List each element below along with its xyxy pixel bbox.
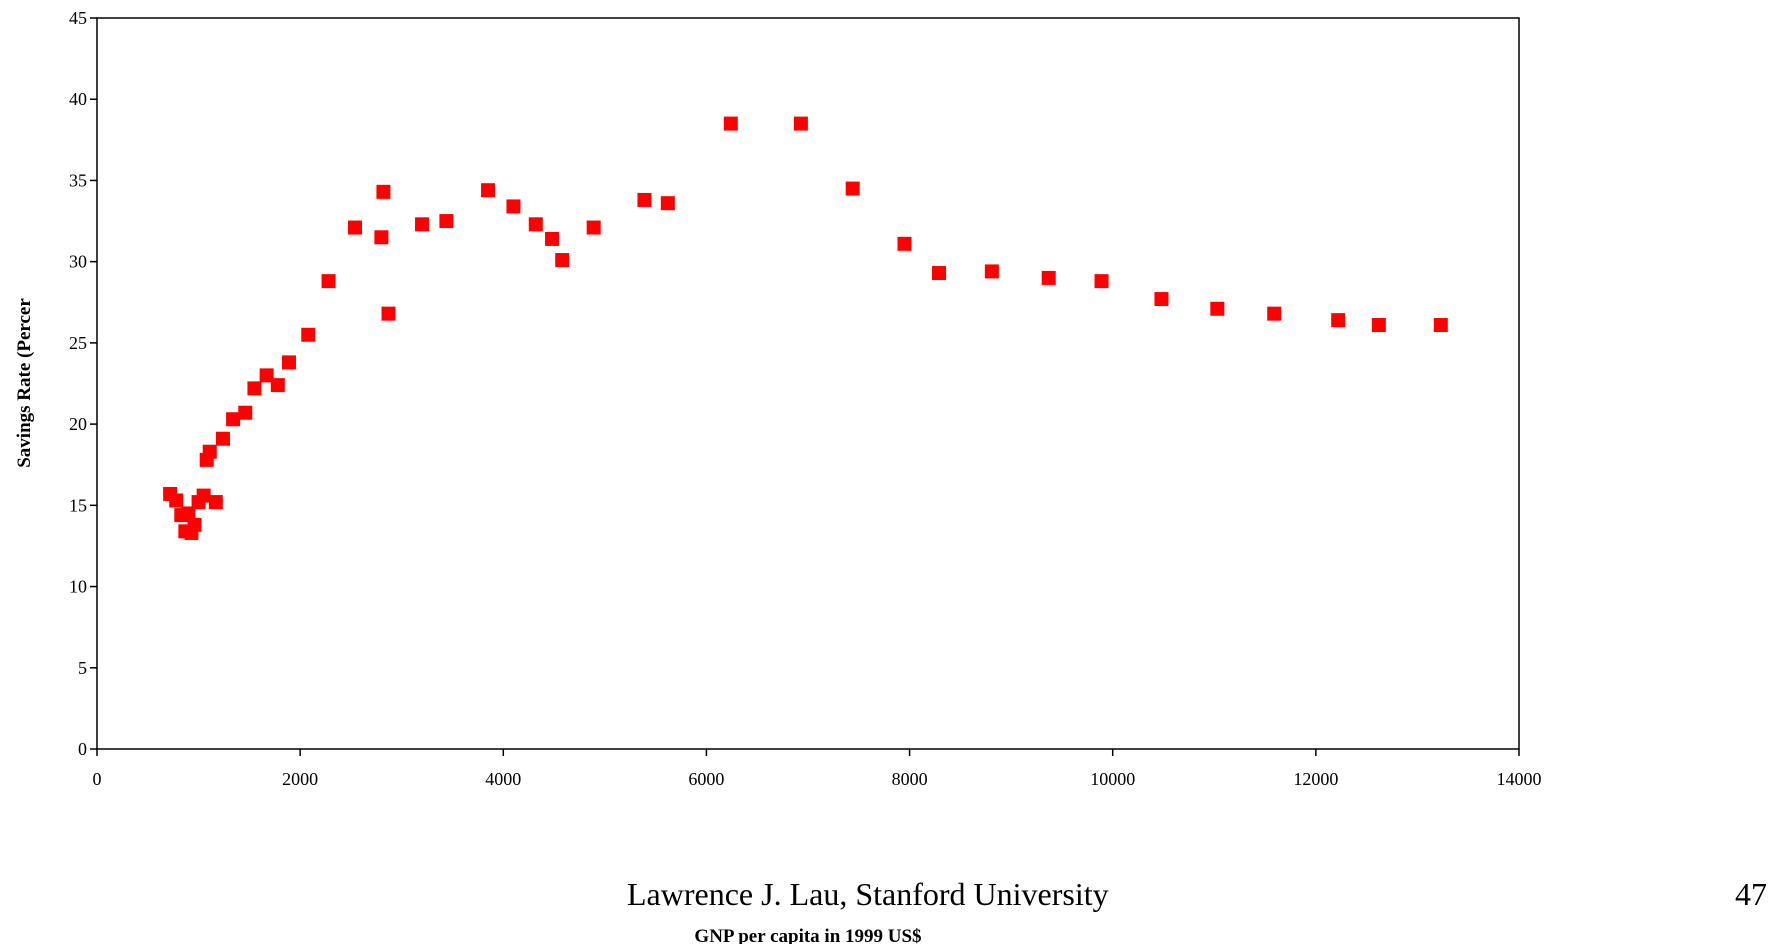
data-point [586,220,601,235]
data-point [545,231,560,246]
data-point [259,368,274,383]
data-point [984,264,999,279]
y-tick-label: 25 [69,333,87,353]
data-point [897,236,912,251]
y-axis-ticks: 0 5 10 15 20 25 30 35 40 45 [69,8,97,759]
x-axis-ticks: 0 2000 4000 6000 8000 10000 12000 14000 [93,749,1542,789]
data-point [321,274,336,289]
data-point [660,196,675,211]
data-point [1210,301,1225,316]
x-tick-label: 0 [93,769,102,789]
data-point [1041,270,1056,285]
data-point [1154,292,1169,307]
y-tick-label: 5 [78,658,87,678]
data-point [215,431,230,446]
data-point [281,355,296,370]
x-axis-title: GNP per capita in 1999 US$ [694,926,921,944]
y-tick-label: 45 [69,8,87,28]
data-point [528,217,543,232]
data-point [301,327,316,342]
x-tick-label: 10000 [1090,769,1135,789]
x-tick-label: 8000 [892,769,928,789]
y-tick-label: 40 [69,89,87,109]
data-point [381,306,396,321]
data-point [793,116,808,131]
y-tick-label: 10 [69,577,87,597]
data-point [270,378,285,393]
data-points [163,116,1448,540]
data-point [238,405,253,420]
data-point [187,517,202,532]
data-point [374,230,389,245]
page-number: 47 [1735,876,1767,912]
data-point [1433,318,1448,333]
axes [96,17,1520,750]
plot-frame [96,17,1520,750]
data-point [555,253,570,268]
data-point [439,214,454,229]
data-point [247,381,262,396]
y-tick-label: 35 [69,170,87,190]
data-point [506,199,521,214]
data-point [169,493,184,508]
data-point [226,412,241,427]
x-tick-label: 12000 [1293,769,1338,789]
data-point [196,488,211,503]
data-point [845,181,860,196]
data-point [202,444,217,459]
y-axis-title: Savings Rate (Percer [14,298,35,468]
data-point [1371,318,1386,333]
data-point [1267,306,1282,321]
x-tick-label: 4000 [485,769,521,789]
y-tick-label: 20 [69,414,87,434]
data-point [415,217,430,232]
x-tick-label: 2000 [282,769,318,789]
y-tick-label: 30 [69,252,87,272]
data-point [208,495,223,510]
data-point [347,220,362,235]
x-tick-label: 14000 [1497,769,1542,789]
data-point [1331,313,1346,328]
data-point [181,506,196,521]
data-point [376,184,391,199]
y-tick-label: 0 [78,739,87,759]
data-point [1094,274,1109,289]
y-tick-label: 15 [69,495,87,515]
data-point [932,266,947,281]
data-point [637,192,652,207]
data-point [723,116,738,131]
x-tick-label: 6000 [688,769,724,789]
footer-credit: Lawrence J. Lau, Stanford University [627,876,1109,912]
data-point [481,183,496,198]
